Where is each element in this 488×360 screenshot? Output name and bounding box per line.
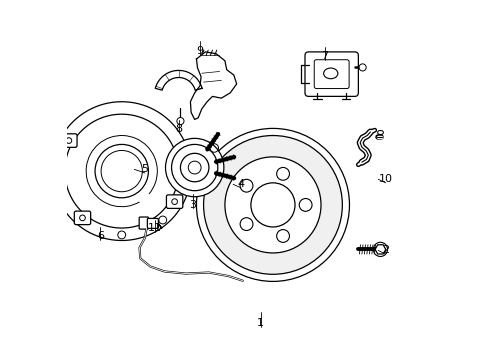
FancyBboxPatch shape <box>147 219 158 228</box>
Circle shape <box>358 64 366 71</box>
Circle shape <box>276 167 289 180</box>
Polygon shape <box>52 102 191 240</box>
Circle shape <box>177 117 183 125</box>
FancyBboxPatch shape <box>166 195 183 208</box>
Circle shape <box>250 183 294 227</box>
Circle shape <box>196 129 349 282</box>
FancyBboxPatch shape <box>305 52 358 96</box>
Circle shape <box>180 153 208 182</box>
Polygon shape <box>190 52 236 120</box>
Circle shape <box>240 218 252 230</box>
Circle shape <box>240 179 252 192</box>
Text: 3: 3 <box>189 200 196 210</box>
Text: 9: 9 <box>196 46 203 56</box>
Text: 10: 10 <box>378 174 392 184</box>
Circle shape <box>95 144 148 198</box>
Circle shape <box>118 231 125 239</box>
Text: 2: 2 <box>381 246 388 256</box>
Polygon shape <box>155 71 202 90</box>
Text: 11: 11 <box>147 224 162 233</box>
Circle shape <box>188 161 201 174</box>
Text: 7: 7 <box>320 51 327 61</box>
Circle shape <box>159 216 166 224</box>
FancyBboxPatch shape <box>61 134 77 147</box>
Circle shape <box>224 157 320 253</box>
Text: 4: 4 <box>237 179 244 189</box>
Circle shape <box>165 138 224 197</box>
Circle shape <box>276 230 289 242</box>
FancyBboxPatch shape <box>314 60 348 89</box>
Text: 6: 6 <box>97 231 103 241</box>
Text: 5: 5 <box>141 164 148 174</box>
FancyBboxPatch shape <box>139 217 148 229</box>
Circle shape <box>171 144 217 191</box>
Circle shape <box>372 242 387 257</box>
Circle shape <box>299 198 311 211</box>
Ellipse shape <box>323 68 337 79</box>
Text: 8: 8 <box>175 124 182 134</box>
Circle shape <box>203 135 342 274</box>
FancyBboxPatch shape <box>74 211 90 225</box>
Text: 1: 1 <box>257 318 264 328</box>
